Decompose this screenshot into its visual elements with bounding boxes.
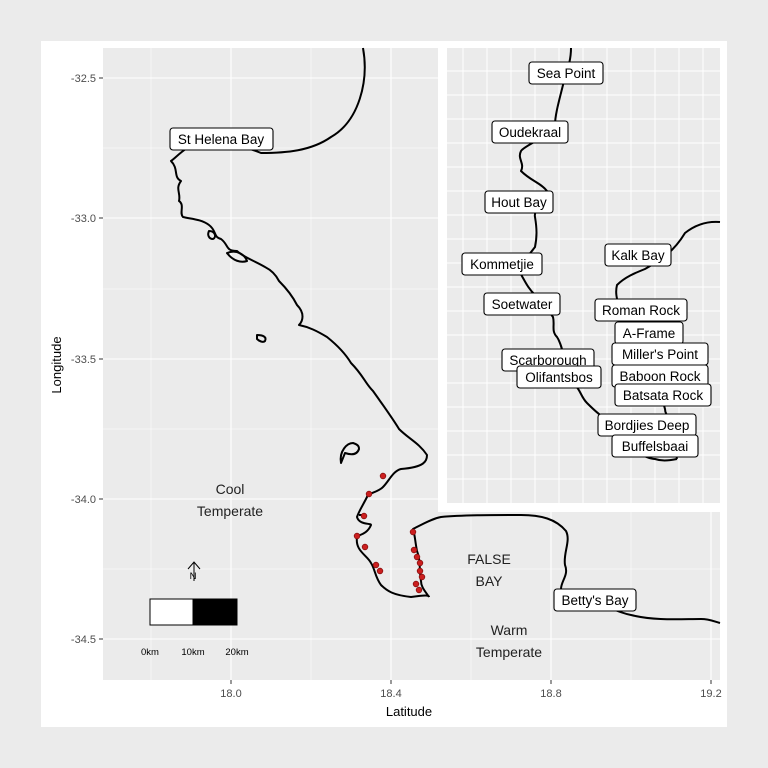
svg-text:Betty's Bay: Betty's Bay [561, 593, 628, 608]
x-axis-title: Latitude [386, 704, 432, 719]
site-point [415, 586, 423, 594]
site-point [418, 573, 426, 581]
svg-text:Kommetjie: Kommetjie [470, 257, 534, 272]
region-label-temperate-warm: Temperate [476, 644, 542, 660]
label-olifantsbos: Olifantsbos [516, 365, 602, 389]
x-tick-label: 18.4 [380, 688, 401, 700]
site-point [360, 512, 368, 520]
svg-text:Sea Point: Sea Point [537, 66, 596, 81]
label-soetwater: Soetwater [483, 292, 561, 316]
label-buffelsbaai: Buffelsbaai [611, 434, 699, 458]
region-label-temperate-cool: Temperate [197, 503, 263, 519]
svg-text:Soetwater: Soetwater [492, 297, 553, 312]
label-sea-point: Sea Point [528, 61, 604, 85]
y-tick-label: -32.5 [71, 73, 96, 85]
site-point [365, 490, 373, 498]
svg-text:A-Frame: A-Frame [623, 326, 676, 341]
region-label-false: FALSE [467, 551, 511, 567]
north-arrow: N [187, 561, 201, 582]
region-label-warm: Warm [491, 622, 528, 638]
svg-text:Kalk Bay: Kalk Bay [611, 248, 665, 263]
label-kommetjie: Kommetjie [461, 252, 543, 276]
site-point [412, 580, 420, 588]
label-oudekraal: Oudekraal [491, 120, 569, 144]
scale-label-0: 0km [141, 647, 159, 658]
y-tick-label: -34.0 [71, 494, 96, 506]
y-tick-label: -33.5 [71, 354, 96, 366]
inset-labels: Sea Point Oudekraal Hout Bay Kommetjie S… [461, 61, 712, 458]
svg-text:Batsata Rock: Batsata Rock [623, 388, 704, 403]
label-roman-rock: Roman Rock [594, 298, 688, 322]
minor-gridlines [103, 48, 720, 680]
scale-bar: 0km 10km 20km [141, 598, 249, 658]
site-point [376, 567, 384, 575]
site-point [409, 528, 417, 536]
site-point [361, 543, 369, 551]
svg-text:Olifantsbos: Olifantsbos [525, 370, 593, 385]
site-point [372, 561, 380, 569]
axis-ticks [99, 77, 712, 684]
site-points [353, 472, 426, 594]
x-tick-label: 18.0 [220, 688, 241, 700]
site-point [379, 472, 387, 480]
x-tick-label: 18.8 [540, 688, 561, 700]
x-tick-label: 19.2 [700, 688, 721, 700]
label-millers-point: Miller's Point [611, 342, 709, 366]
north-arrow-label: N [190, 571, 197, 582]
svg-text:Baboon Rock: Baboon Rock [619, 369, 700, 384]
svg-text:Bordjies Deep: Bordjies Deep [605, 418, 690, 433]
inset-map: Sea Point Oudekraal Hout Bay Kommetjie S… [438, 41, 727, 512]
label-st-helena-bay: St Helena Bay [169, 127, 274, 151]
site-point [353, 532, 361, 540]
svg-text:Roman Rock: Roman Rock [602, 303, 680, 318]
svg-text:Scarborough: Scarborough [509, 353, 586, 368]
region-label-cool: Cool [216, 481, 245, 497]
svg-text:Hout Bay: Hout Bay [491, 195, 547, 210]
svg-text:Buffelsbaai: Buffelsbaai [622, 439, 689, 454]
y-tick-label: -33.0 [71, 213, 96, 225]
map-svg: Cool Temperate FALSE BAY Warm Temperate … [49, 41, 727, 719]
y-tick-label: -34.5 [71, 634, 96, 646]
svg-text:St Helena Bay: St Helena Bay [178, 132, 265, 147]
label-baboon-rock: Baboon Rock [611, 364, 709, 388]
label-bordjies-deep: Bordjies Deep [597, 413, 697, 437]
figure-panel: Cool Temperate FALSE BAY Warm Temperate … [41, 41, 727, 727]
svg-text:Oudekraal: Oudekraal [499, 125, 561, 140]
scale-label-10: 10km [181, 647, 204, 658]
site-point [416, 559, 424, 567]
site-point [416, 567, 424, 575]
label-batsata-rock: Batsata Rock [614, 383, 712, 407]
label-kalk-bay: Kalk Bay [604, 243, 672, 267]
label-bettys-bay: Betty's Bay [553, 588, 637, 612]
label-hout-bay: Hout Bay [484, 190, 554, 214]
y-axis-title: Longitude [49, 336, 64, 393]
site-point [413, 553, 421, 561]
site-point [410, 546, 418, 554]
svg-text:Miller's Point: Miller's Point [622, 347, 698, 362]
region-label-bay: BAY [476, 573, 504, 589]
label-a-frame: A-Frame [614, 321, 684, 345]
scale-label-20: 20km [225, 647, 248, 658]
